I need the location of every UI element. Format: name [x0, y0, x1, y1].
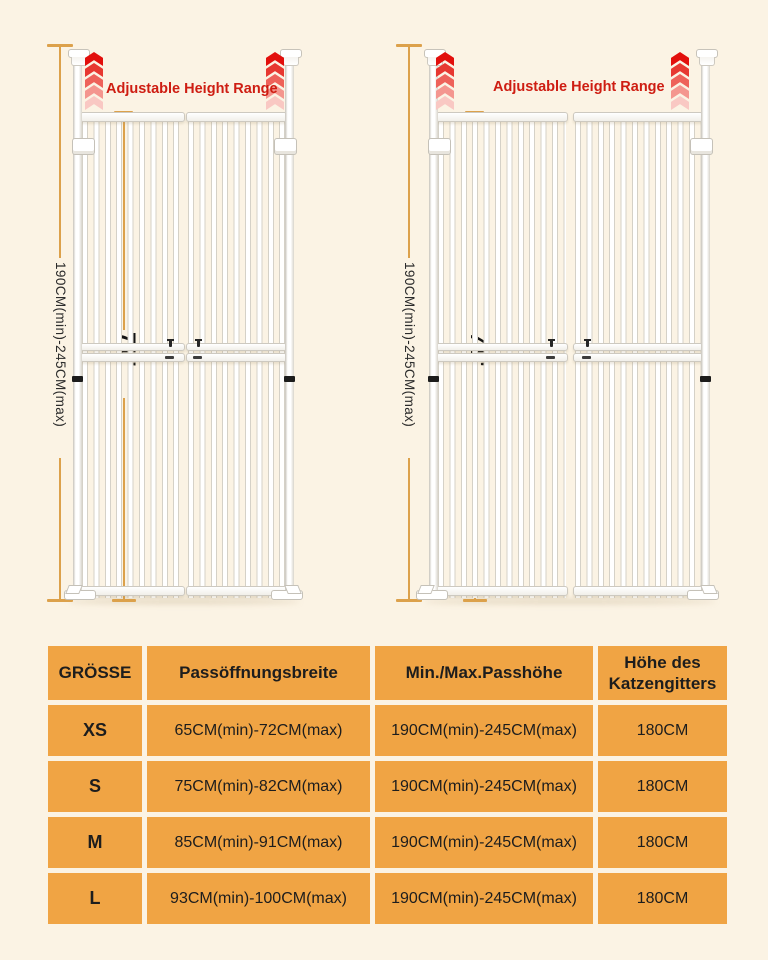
- table-cell-width: 75CM(min)-82CM(max): [147, 761, 370, 812]
- height-range-measure-line: [59, 458, 61, 600]
- up-chevrons-icon: [436, 52, 454, 110]
- table-cell-width: 85CM(min)-91CM(max): [147, 817, 370, 868]
- table-header-gate-height: Höhe des Katzengitters: [598, 646, 727, 700]
- gate-top-rail: [573, 112, 703, 122]
- tension-pole-left: [73, 57, 82, 598]
- gate-door-section: [80, 112, 185, 598]
- latch-mark: [584, 339, 591, 347]
- gate-foot: [687, 590, 719, 600]
- gate-bottom-rail: [573, 586, 703, 596]
- latch-mark: [582, 356, 591, 359]
- table-cell-width: 65CM(min)-72CM(max): [147, 705, 370, 756]
- tension-pole-right: [285, 57, 294, 598]
- table-header-height: Min./Max.Passhöhe: [375, 646, 593, 700]
- pole-clamp: [72, 138, 95, 155]
- table-cell-size: M: [48, 817, 142, 868]
- latch-mark: [195, 339, 202, 347]
- pole-cap: [699, 57, 715, 66]
- table-cell-gate-height: 180CM: [598, 817, 727, 868]
- tension-pole-left: [429, 57, 438, 598]
- gate-shadow: [68, 599, 300, 604]
- pole-lock-band: [700, 376, 711, 382]
- gate-middle-rail: [573, 343, 703, 351]
- table-cell-height: 190CM(min)-245CM(max): [375, 761, 593, 812]
- table-cell-height: 190CM(min)-245CM(max): [375, 817, 593, 868]
- height-range-measure-line: [408, 458, 410, 600]
- table-header-width: Passöffnungsbreite: [147, 646, 370, 700]
- gate-middle-rail: [436, 343, 568, 351]
- table-cell-gate-height: 180CM: [598, 705, 727, 756]
- measure-cap-bottom: [47, 599, 73, 602]
- table-cell-size: S: [48, 761, 142, 812]
- pole-lock-band: [428, 376, 439, 382]
- table-header-size: GRÖSSE: [48, 646, 142, 700]
- pole-lock-band: [284, 376, 295, 382]
- measure-cap-bottom: [112, 599, 136, 602]
- pole-clamp: [274, 138, 297, 155]
- measure-cap-top: [396, 44, 422, 47]
- size-table: GRÖSSE Passöffnungsbreite Min./Max.Passh…: [48, 646, 727, 924]
- height-range-measure-line: [408, 47, 410, 258]
- gate-foot: [416, 590, 448, 600]
- height-range-label: 190CM(min)-245CM(max): [402, 262, 417, 428]
- table-cell-height: 190CM(min)-245CM(max): [375, 873, 593, 924]
- up-chevrons-icon: [85, 52, 103, 110]
- adjustable-height-range-label: Adjustable Height Range: [493, 79, 665, 95]
- latch-mark: [548, 339, 555, 347]
- table-cell-gate-height: 180CM: [598, 761, 727, 812]
- up-chevrons-icon: [266, 52, 284, 110]
- latch-mark: [193, 356, 202, 359]
- measure-cap-bottom: [396, 599, 422, 602]
- pole-clamp: [690, 138, 713, 155]
- tension-pole-right: [701, 57, 710, 598]
- height-range-measure-line: [59, 47, 61, 258]
- table-cell-height: 190CM(min)-245CM(max): [375, 705, 593, 756]
- gate-middle-rail: [573, 353, 703, 362]
- latch-mark: [165, 356, 174, 359]
- gate-foot: [271, 590, 303, 600]
- pole-clamp: [428, 138, 451, 155]
- table-cell-width: 93CM(min)-100CM(max): [147, 873, 370, 924]
- pole-lock-band: [72, 376, 83, 382]
- adjustable-height-range-label: Adjustable Height Range: [106, 81, 278, 97]
- gate-bottom-rail: [436, 586, 568, 596]
- gate-door-section: [436, 112, 568, 598]
- up-chevrons-icon: [671, 52, 689, 110]
- table-cell-gate-height: 180CM: [598, 873, 727, 924]
- gate-extension-section: [573, 112, 703, 598]
- latch-mark: [546, 356, 555, 359]
- measure-cap-top: [47, 44, 73, 47]
- gate-foot: [64, 590, 96, 600]
- height-range-label: 190CM(min)-245CM(max): [53, 262, 68, 428]
- gate-top-rail: [436, 112, 568, 122]
- table-cell-size: XS: [48, 705, 142, 756]
- table-cell-size: L: [48, 873, 142, 924]
- gate-shadow: [424, 599, 716, 604]
- measure-cap-bottom: [463, 599, 487, 602]
- latch-mark: [167, 339, 174, 347]
